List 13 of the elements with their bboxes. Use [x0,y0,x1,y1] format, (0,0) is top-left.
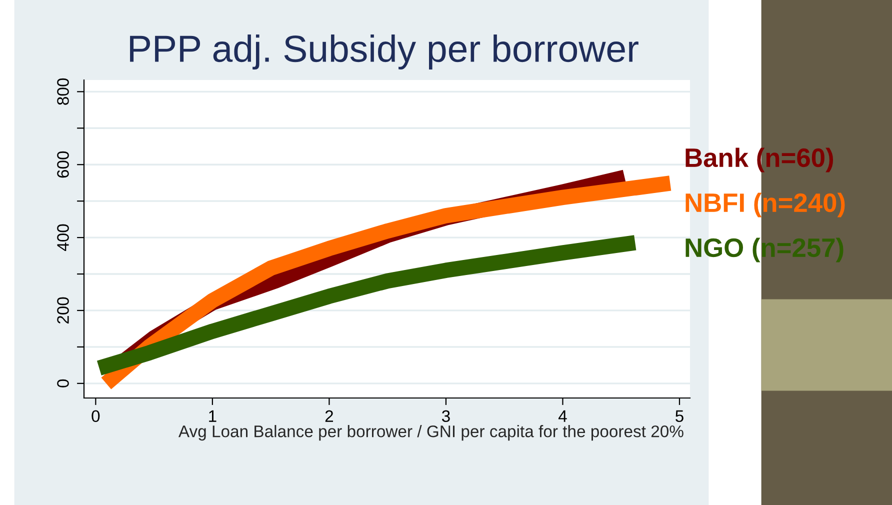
x-tick-label: 0 [92,410,100,422]
y-tick-label: 200 [57,297,69,324]
x-axis-title: Avg Loan Balance per borrower / GNI per capita for the poorest 20% [178,425,684,441]
y-tick-label: 0 [57,379,69,388]
x-tick-label: 4 [558,410,567,422]
y-tick-label: 800 [57,78,69,105]
y-tick-label: 400 [57,224,69,252]
chart-title: PPP adj. Subsidy per borrower [130,34,638,70]
x-tick-label: 5 [676,410,684,422]
x-tick-label: 3 [442,410,450,422]
x-tick-label: 1 [209,410,216,422]
y-tick-label: 600 [57,151,69,178]
x-tick-label: 2 [325,410,333,422]
